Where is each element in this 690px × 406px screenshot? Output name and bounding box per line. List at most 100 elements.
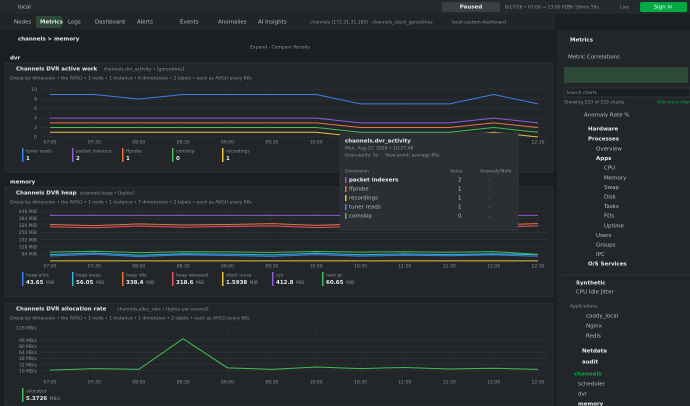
series-line — [49, 252, 539, 256]
x-tick-label: 07:00 — [44, 380, 57, 386]
tree-item[interactable]: FDs — [604, 214, 614, 220]
tree-item[interactable]: Apps — [596, 156, 612, 162]
app-item[interactable]: Nginx — [586, 324, 603, 330]
app-item[interactable]: caddy_local — [586, 314, 619, 320]
series-line — [50, 122, 539, 129]
chart-panel — [4, 302, 554, 406]
nav-tab[interactable]: Events — [180, 20, 199, 26]
legend-name[interactable]: ffprobe — [126, 149, 142, 155]
tree-item[interactable]: Overview — [596, 147, 622, 153]
nav-tab[interactable]: Nodes — [14, 20, 31, 26]
active-tab — [36, 16, 62, 28]
chart-context: channels.dvr_activity • [goroutines] — [104, 67, 185, 73]
channels[interactable]: channels — [574, 372, 602, 378]
channel-item[interactable]: scheduler — [578, 382, 606, 388]
search-box[interactable] — [563, 87, 690, 98]
room-tab[interactable]: channels (172.31.31.185) — [310, 20, 368, 26]
nav-tab[interactable]: Dashboard — [95, 20, 125, 26]
channel-item[interactable]: dvr — [578, 392, 588, 398]
netdata[interactable]: Netdata — [582, 349, 607, 355]
chart-groupby: Group by dimension • the AVG() • 1 node … — [10, 316, 250, 322]
room-tab[interactable]: channels_stuck_goroutines — [372, 20, 433, 26]
app-item[interactable]: Redis — [586, 334, 601, 340]
nav-tab[interactable]: Anomalies — [218, 20, 247, 26]
legend-unit: MiB — [96, 280, 104, 286]
nav-tab[interactable]: Metrics — [40, 20, 64, 26]
x-tick-label: 07:00 — [44, 264, 57, 270]
chart-groupby: Group by dimension • the AVG() • 1 node … — [10, 200, 252, 206]
chart-title: Channels DVR active work — [16, 67, 98, 73]
tree-item[interactable]: Swap — [604, 185, 619, 191]
legend-name[interactable]: allocated — [26, 389, 47, 395]
x-tick-label: 10:00 — [310, 380, 323, 386]
time-range[interactable]: 8/17/26 • 07:00 → 13:00 PDT — [505, 5, 571, 11]
y-tick-label: 320 MiB — [19, 223, 37, 229]
jitter[interactable]: CPU Idle Jitter — [576, 290, 615, 296]
signin-label[interactable]: Sign in — [654, 5, 673, 11]
tooltip-anomaly: - — [488, 215, 490, 220]
tree-item[interactable]: Memory — [604, 175, 627, 181]
audit[interactable]: audit — [582, 360, 598, 366]
legend-value: 318.6 — [176, 280, 194, 286]
x-tick-label: 08:00 — [132, 380, 145, 386]
legend-name[interactable]: heap idle — [126, 273, 147, 279]
tree-item[interactable]: Tasks — [603, 204, 619, 210]
legend-value: 2 — [76, 156, 80, 162]
nav-tab[interactable]: Alerts — [137, 20, 153, 26]
legend-name[interactable]: stack inuse — [226, 273, 252, 279]
legend-name[interactable]: tuner reads — [26, 149, 53, 155]
channel-item[interactable]: memory — [578, 402, 604, 406]
legend-value: 60.65 — [326, 280, 344, 286]
tooltip-granularity: Granularity: 5s — [345, 153, 379, 159]
tooltip-name: ffprobe — [349, 187, 369, 193]
anomaly-toggle[interactable]: Anomaly Rate % — [584, 113, 629, 119]
expand[interactable]: Expand - Compare Periods — [250, 45, 310, 51]
tree-item[interactable]: Processes — [588, 137, 620, 143]
tree-item[interactable]: CPU — [604, 166, 615, 172]
legend-name[interactable]: sys — [276, 274, 284, 279]
nav-tab[interactable]: AI Insights — [258, 20, 287, 26]
legend-swatch — [72, 148, 74, 162]
y-tick-label: 48 MB/s — [19, 356, 38, 362]
legend-name[interactable]: heap alloc — [26, 273, 50, 279]
tree-item[interactable]: Disk — [604, 195, 617, 201]
tooltip — [339, 132, 519, 231]
legend-value: 338.4 — [126, 280, 144, 286]
sidebar-correlations[interactable]: Metric Correlations — [568, 55, 620, 61]
legend-unit: MiB — [196, 280, 204, 286]
nav-tab[interactable]: Logs — [68, 20, 81, 26]
live[interactable]: Live — [620, 5, 629, 11]
tree-item[interactable]: O/S Services — [588, 262, 627, 268]
add-charts[interactable]: Add more charts — [657, 100, 690, 106]
tree-item[interactable]: Uptime — [604, 223, 625, 229]
synthetic[interactable]: Synthetic — [576, 281, 606, 287]
signin-button[interactable] — [640, 2, 687, 12]
tree-item[interactable]: Groups — [596, 243, 616, 249]
legend-name[interactable]: next gc — [326, 273, 343, 279]
tree-item[interactable]: IPC — [596, 252, 605, 258]
legend-name[interactable]: heap inuse — [76, 273, 101, 279]
x-tick-label: 08:30 — [177, 380, 190, 386]
sidebar-button-row[interactable] — [564, 67, 688, 83]
x-tick-label: 08:00 — [132, 140, 145, 146]
x-tick-label: 09:00 — [221, 380, 234, 386]
tree-item[interactable]: Users — [596, 233, 612, 239]
y-tick-label: 0 — [34, 135, 37, 141]
room-tab[interactable]: local-custom-dashboard — [452, 20, 506, 26]
legend-name[interactable]: packet indexers — [76, 149, 112, 155]
tree-item[interactable]: Hardware — [588, 127, 618, 133]
tooltip-name: packet indexers — [349, 178, 399, 184]
paused-button[interactable] — [442, 2, 500, 12]
search-placeholder[interactable]: Search charts — [566, 90, 598, 96]
legend-name[interactable]: comskip — [176, 149, 195, 155]
space-name[interactable]: local — [18, 5, 31, 11]
x-tick-label: 11:30 — [443, 264, 456, 270]
legend-unit: MB/s — [50, 396, 61, 402]
x-tick-label: 10:00 — [310, 140, 323, 146]
tooltip-anomaly: - — [488, 188, 490, 193]
legend-name[interactable]: heap released — [176, 273, 208, 279]
tooltip-title: channels.dvr_activity — [345, 139, 411, 145]
paused-label[interactable]: Paused — [460, 5, 483, 11]
legend-name[interactable]: recordings — [226, 149, 250, 155]
legend-swatch — [122, 272, 124, 286]
